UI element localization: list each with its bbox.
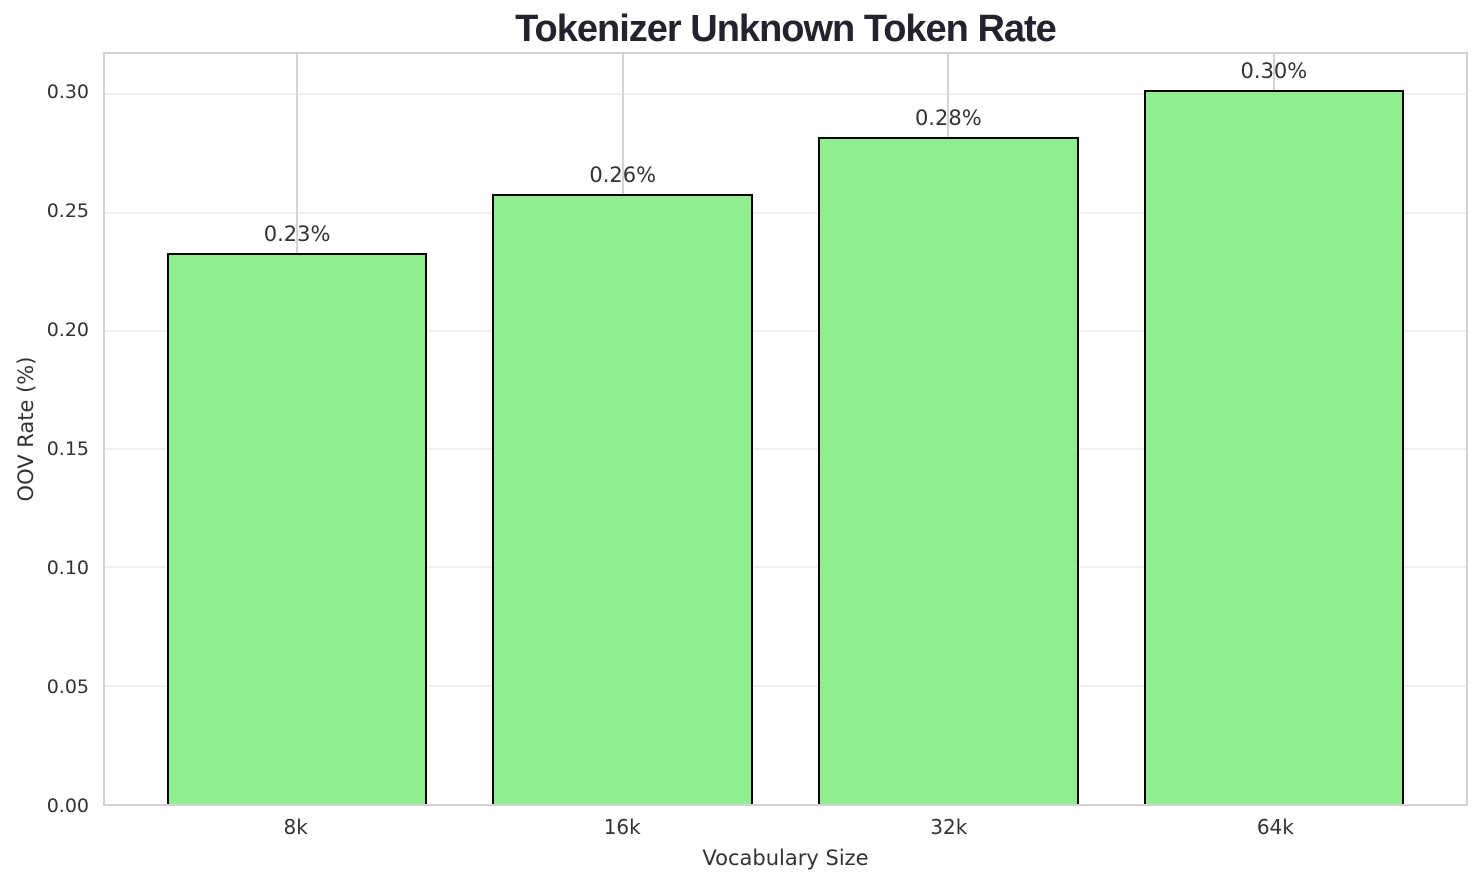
h-gridline <box>105 211 1466 214</box>
chart-title: Tokenizer Unknown Token Rate <box>515 8 1057 50</box>
bar-value-label: 0.28% <box>914 105 982 130</box>
y-axis-tick-labels: 0.00 0.05 0.10 0.15 0.20 0.25 0.30 <box>0 52 103 817</box>
y-tick-label: 0.05 <box>46 676 89 699</box>
x-axis-tick-labels: 8k 16k 32k 64k <box>103 812 1468 842</box>
h-gridline <box>105 93 1466 96</box>
bar-value-label: 0.30% <box>1240 58 1308 83</box>
bar-16k <box>492 193 753 804</box>
h-gridline <box>105 684 1466 687</box>
h-gridline <box>105 448 1466 451</box>
bar-value-label: 0.23% <box>263 221 331 246</box>
h-gridline <box>105 566 1466 569</box>
h-gridline <box>105 329 1466 332</box>
y-tick-label: 0.10 <box>46 557 89 580</box>
y-tick-label: 0.00 <box>46 795 89 817</box>
bar-8k <box>166 252 428 804</box>
bar-value-label: 0.26% <box>589 162 657 187</box>
x-tick-label: 16k <box>603 815 641 839</box>
bar-64k <box>1143 89 1405 804</box>
y-tick-label: 0.20 <box>46 319 89 342</box>
y-tick-label: 0.25 <box>46 200 89 223</box>
y-axis-label: OOV Rate (%) <box>14 356 38 502</box>
x-tick-label: 64k <box>1256 815 1294 839</box>
bar-32k <box>818 136 1079 804</box>
x-tick-label: 32k <box>930 815 968 839</box>
plot-area: 0.23% 0.26% 0.28% 0.30% <box>103 52 1468 806</box>
y-tick-label: 0.15 <box>46 438 89 461</box>
x-tick-label: 8k <box>283 815 308 839</box>
y-tick-label: 0.30 <box>46 81 89 104</box>
x-axis-label: Vocabulary Size <box>702 846 869 870</box>
